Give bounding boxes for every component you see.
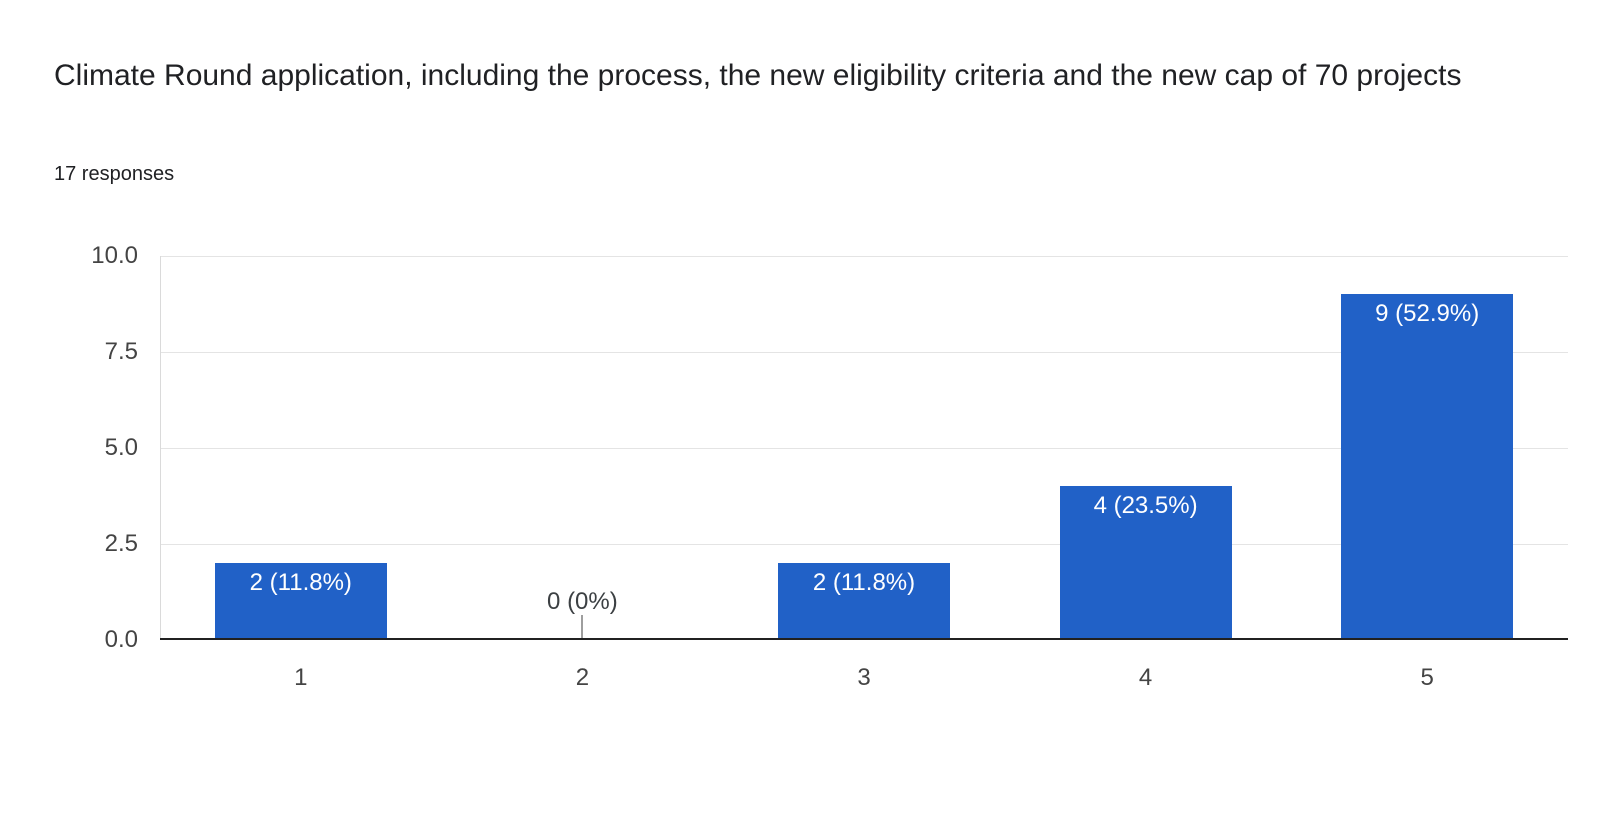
x-tick-label: 2 [575,664,590,691]
bar-value-label: 4 (23.5%) [1093,492,1198,520]
bar [1341,294,1514,640]
plot-left-border [160,256,161,640]
gridline [160,255,1568,257]
y-tick-label: 2.5 [104,530,138,557]
y-tick-label: 10.0 [91,242,138,269]
question-title: Climate Round application, including the… [54,59,1462,92]
bar-value-label: 9 (52.9%) [1375,300,1480,328]
gridline [160,447,1568,449]
response-count: 17 responses [54,163,175,185]
y-tick-label: 0.0 [104,626,138,653]
zero-value-stub [581,615,584,639]
bar [214,563,387,640]
zero-value-label: 0 (0%) [547,588,618,615]
y-tick-label: 5.0 [104,434,138,461]
bar [778,563,950,640]
x-tick-label: 4 [1138,664,1153,691]
x-tick-label: 5 [1420,664,1434,691]
bar-value-label: 2 (11.8%) [812,569,916,597]
y-tick-label: 7.5 [104,338,138,365]
bar [1059,486,1232,640]
bar-value-label: 2 (11.8%) [249,569,352,597]
x-axis-baseline [160,638,1568,640]
gridline [160,351,1568,353]
gridline [160,543,1568,545]
x-tick-label: 1 [294,664,308,691]
x-tick-label: 3 [857,664,871,691]
